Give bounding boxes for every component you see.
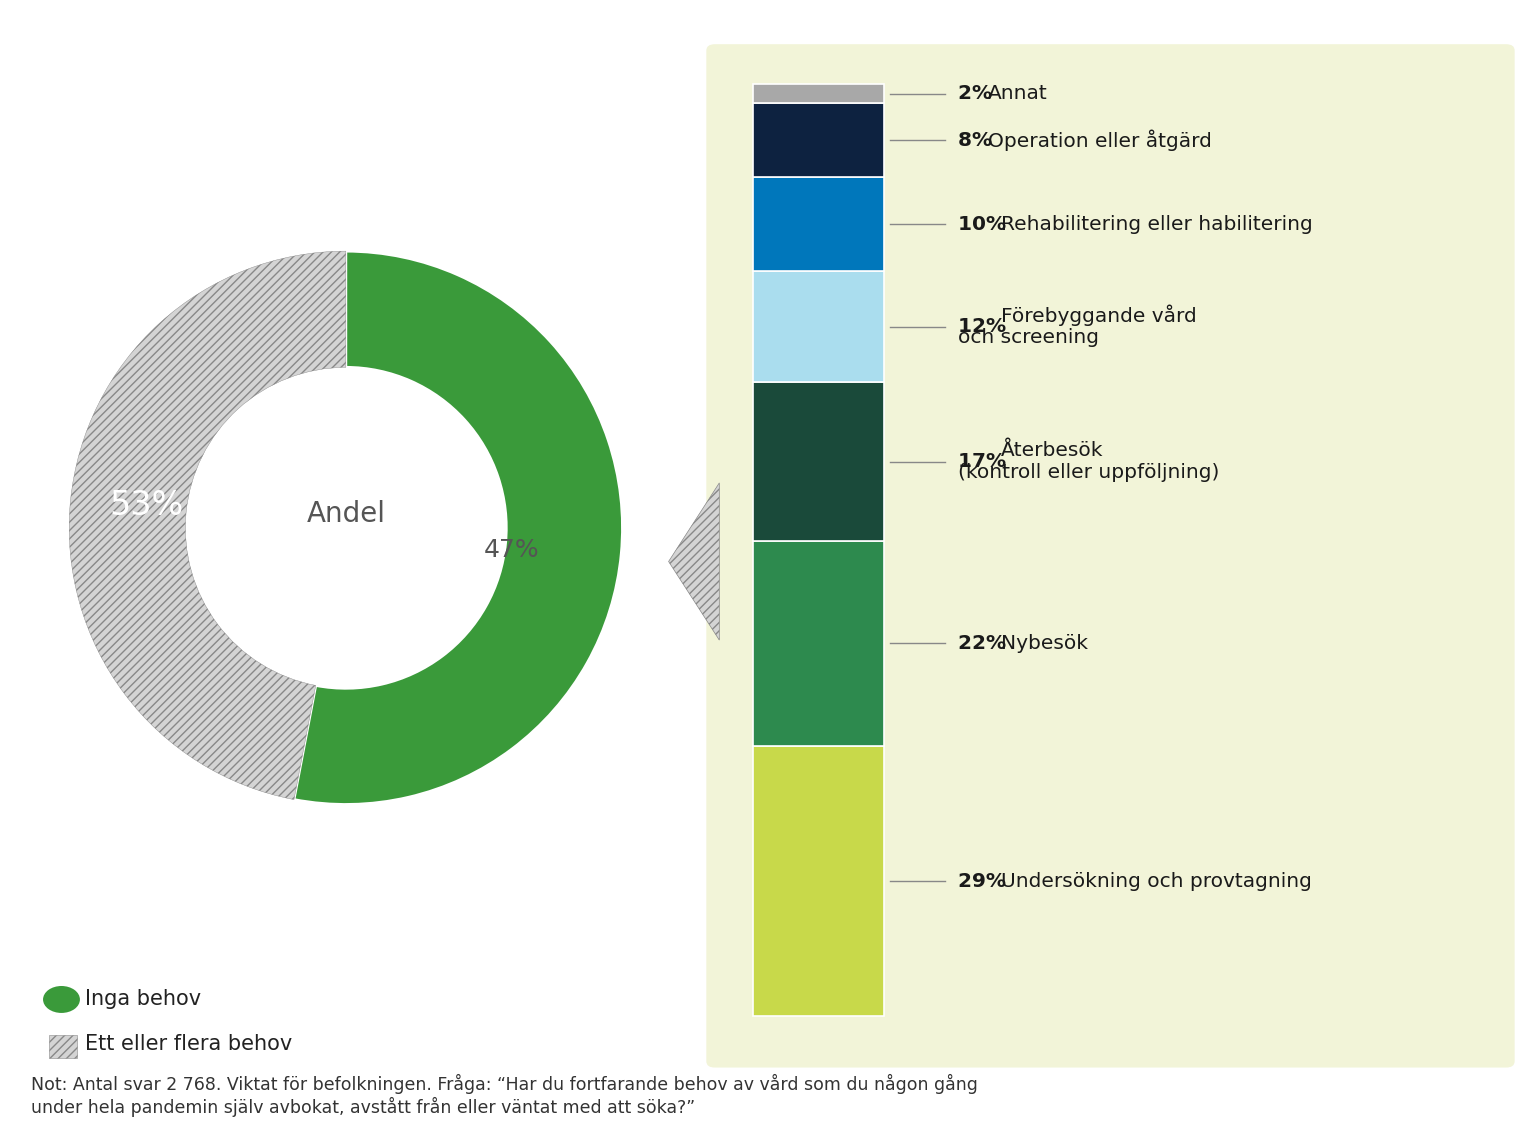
- Text: 29%: 29%: [958, 871, 1013, 891]
- Text: Nybesök: Nybesök: [1002, 634, 1088, 652]
- Text: 10%: 10%: [958, 214, 1013, 234]
- Text: 12%: 12%: [958, 317, 1013, 336]
- Text: Rehabilitering eller habilitering: Rehabilitering eller habilitering: [1002, 214, 1313, 234]
- Text: (kontroll eller uppföljning): (kontroll eller uppföljning): [958, 464, 1219, 483]
- Wedge shape: [69, 252, 346, 800]
- Text: 22%: 22%: [958, 634, 1013, 652]
- Text: Operation eller åtgärd: Operation eller åtgärd: [988, 129, 1213, 150]
- Text: 47%: 47%: [484, 538, 539, 562]
- Text: Andel: Andel: [306, 500, 386, 528]
- Wedge shape: [294, 252, 622, 804]
- Text: Not: Antal svar 2 768. Viktat för befolkningen. Fråga: “Har du fortfarande behov: Not: Antal svar 2 768. Viktat för befolk…: [31, 1074, 978, 1117]
- Text: Förebyggande vård: Förebyggande vård: [1002, 304, 1197, 326]
- Text: 2%: 2%: [958, 84, 999, 103]
- Text: Ett eller flera behov: Ett eller flera behov: [85, 1034, 292, 1054]
- Text: Återbesök: Återbesök: [1002, 441, 1104, 460]
- Text: 53%: 53%: [109, 490, 184, 522]
- Text: och screening: och screening: [958, 328, 1099, 347]
- Text: Inga behov: Inga behov: [85, 989, 201, 1010]
- Text: 17%: 17%: [958, 453, 1013, 472]
- Text: Undersökning och provtagning: Undersökning och provtagning: [1002, 871, 1313, 891]
- Text: Annat: Annat: [988, 84, 1048, 103]
- Text: 8%: 8%: [958, 130, 999, 149]
